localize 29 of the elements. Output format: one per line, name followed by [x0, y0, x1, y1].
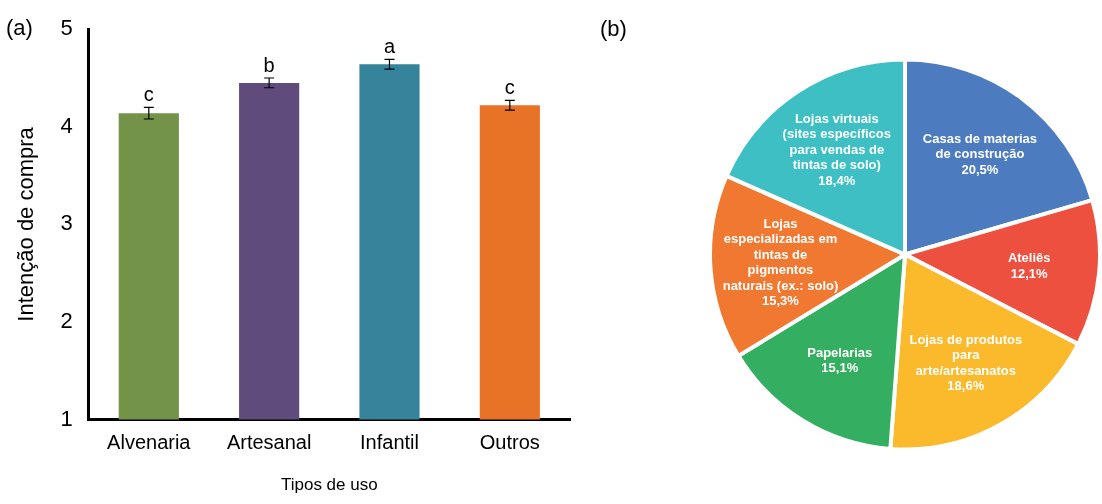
annotation: a	[383, 34, 396, 57]
y-tick-label: 2	[60, 308, 73, 334]
y-tick-label: 5	[60, 15, 73, 41]
data-label: 18,4%	[818, 172, 856, 188]
slice-label: Ateliês	[1007, 250, 1051, 266]
slice-label: Papelarias	[807, 344, 873, 360]
slice-label: Lojas de produtos para arte/artesanatos	[909, 331, 1023, 378]
x-tick-label: Outros	[479, 431, 540, 454]
chart-title: (b)	[600, 16, 627, 42]
x-tick-label: Infantil	[360, 431, 419, 454]
y-tick-label: 3	[60, 210, 73, 236]
chart-title: (a)	[6, 15, 33, 41]
annotation: c	[143, 82, 154, 105]
data-label: 15,1%	[821, 360, 859, 376]
data-label: 18,6%	[947, 378, 985, 394]
x-tick-label: Artesanal	[226, 431, 312, 454]
x-tick-label: Alvenaria	[107, 431, 192, 454]
data-label: 12,1%	[1010, 265, 1049, 281]
data-label: 20,5%	[961, 161, 999, 177]
annotation: b	[263, 53, 275, 76]
x-axis-title: Tipos de uso	[280, 475, 378, 495]
slice-label: Lojas especializadas em tintas de pigmentos naturais (ex.: solo)	[722, 215, 839, 293]
slice-label: Lojas virtuais (sites específicos para vendas de tintas de solo)	[782, 110, 892, 173]
slice-label: Casas de materias de construção	[922, 130, 1038, 162]
data-label: 15,3%	[762, 293, 800, 309]
y-tick-label: 4	[60, 112, 73, 138]
y-tick-label: 1	[60, 405, 73, 431]
annotation: c	[504, 75, 515, 98]
y-axis-title: Intenção de compra	[13, 126, 39, 322]
